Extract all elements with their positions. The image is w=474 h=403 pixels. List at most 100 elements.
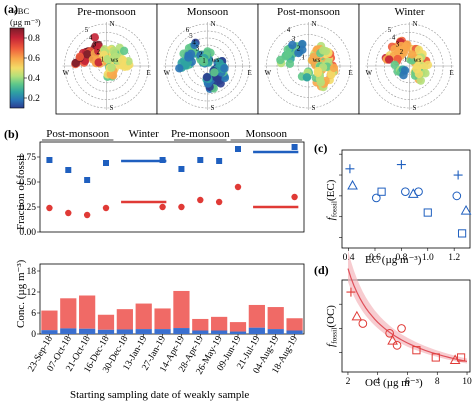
oc-scatter-point	[385, 328, 394, 338]
compass-e: E	[248, 69, 252, 77]
polar-ring-label: 5	[388, 26, 392, 34]
conc-ec-bar	[97, 329, 115, 334]
panel-label-b: (b)	[4, 127, 19, 141]
compass-w: W	[265, 69, 272, 77]
ec-scatter-point	[347, 179, 358, 190]
fossil-oc-point	[65, 209, 72, 217]
colorbar-tick-label: 0.4	[28, 74, 40, 84]
colorbar-tick-label: 0.2	[28, 94, 40, 104]
polar-ring-label: 1	[302, 54, 306, 62]
ec-scatter-point	[460, 204, 472, 215]
fit-curve	[347, 268, 468, 362]
ec-scatter-point	[345, 164, 355, 174]
colorbar-tick-label: 0.6	[28, 54, 40, 64]
fossil-oc-scatter: 2 4 6 8 10 ffossil(OC)	[325, 250, 472, 387]
d-plot-xtick-label: 4	[375, 377, 380, 387]
polar-ring-label: 1	[202, 57, 206, 65]
panel-label-c: (c)	[314, 141, 327, 155]
fossil-ec-point	[197, 157, 204, 163]
conc-ec-bar	[211, 330, 228, 334]
conc-ec-bar	[154, 329, 171, 334]
polar-point	[83, 50, 92, 59]
oc-scatter-point	[456, 353, 466, 362]
polar-point	[313, 68, 323, 78]
season-headers: Post-monsoon Winter Pre-monsoon Monsoon	[42, 128, 302, 141]
ec-scatter-point	[423, 208, 432, 217]
polar-point	[94, 58, 103, 67]
b-top-ytick-label: 0.00	[19, 228, 36, 238]
fossil-oc-point	[215, 198, 223, 206]
c-plot-xtick-label: 1.0	[422, 253, 434, 263]
conc-ec-bar	[229, 331, 247, 334]
panel-label-a: (a)	[4, 2, 18, 16]
b-top-ytick-label: 0.25	[19, 203, 36, 213]
polar-point	[283, 50, 293, 59]
fossil-fraction-plot: 0.00 0.25 0.50 0.75	[19, 141, 305, 238]
compass-s: S	[211, 104, 215, 112]
polar-ring-label: 4	[192, 38, 196, 46]
compass-w: W	[366, 69, 373, 77]
polar-point	[75, 52, 85, 62]
ec-scatter-point	[401, 187, 410, 197]
b-top-ytick-label: 0.75	[19, 153, 36, 163]
fossil-oc-point	[46, 204, 53, 212]
conc-oc-bar	[97, 314, 115, 330]
fossil-ec-point	[84, 177, 91, 183]
panel-label-d: (d)	[314, 263, 329, 277]
polar-point	[106, 70, 116, 79]
ec-scatter-point	[407, 188, 419, 198]
ec-scatter-point	[452, 191, 462, 201]
compass-w: W	[164, 69, 171, 77]
polar-point	[203, 47, 212, 56]
polar-point	[190, 40, 199, 50]
polar-point	[285, 59, 295, 68]
conc-ec-bar	[248, 327, 265, 334]
fossil-oc-point	[178, 203, 185, 211]
compass-e: E	[450, 69, 454, 77]
b-bottom-frame	[39, 263, 305, 335]
fossil-ec-point	[216, 158, 223, 164]
fossil-oc-point	[83, 211, 91, 219]
polar-point	[294, 48, 303, 58]
d-plot-xtick-label: 6	[405, 377, 410, 387]
polar-point	[390, 60, 399, 70]
compass-n: N	[110, 20, 115, 28]
compass-s: S	[110, 104, 114, 112]
oc-scatter-point	[351, 310, 363, 321]
ec-scatter-point	[371, 193, 381, 203]
polar-ring-label: 5	[189, 32, 193, 40]
fossil-ec-point	[235, 146, 241, 152]
ec-scatter-point	[457, 229, 467, 238]
conc-oc-bar	[211, 316, 228, 331]
polar-point	[109, 46, 118, 56]
b-bottom-ytick-label: 12	[27, 288, 37, 298]
conc-oc-bar	[154, 308, 171, 330]
compass-s: S	[413, 104, 417, 112]
oc-scatter-point	[431, 353, 440, 362]
polar-panels: Pre-monsoon12345wsNESWMonsoon123456wsNES…	[55, 3, 461, 115]
conc-ec-bar	[173, 328, 190, 334]
conc-oc-bar	[116, 309, 133, 330]
conc-ec-bar	[41, 330, 58, 334]
compass-e: E	[147, 69, 151, 77]
compass-s: S	[312, 104, 316, 112]
colorbar: eBC (µg m⁻³) 0.8 0.6 0.4 0.2	[9, 6, 41, 109]
polar-point	[276, 55, 285, 65]
polar-point	[220, 64, 229, 73]
polar-ring-label: 3	[396, 41, 400, 49]
fit-confidence-band	[348, 250, 467, 364]
polar-point	[421, 69, 430, 78]
polar-ws-label: ws	[111, 56, 119, 64]
polar-point	[210, 68, 219, 77]
d-plot-frame	[341, 279, 471, 373]
conc-ec-bar	[116, 329, 133, 334]
compass-w: W	[63, 69, 70, 77]
colorbar-tick-label: 0.8	[28, 34, 40, 44]
fossil-ec-point	[103, 160, 109, 166]
polar-point	[288, 40, 297, 50]
conc-ec-bar	[267, 329, 284, 334]
polar-ring-label: 1	[101, 56, 105, 64]
polar-point	[319, 46, 328, 55]
